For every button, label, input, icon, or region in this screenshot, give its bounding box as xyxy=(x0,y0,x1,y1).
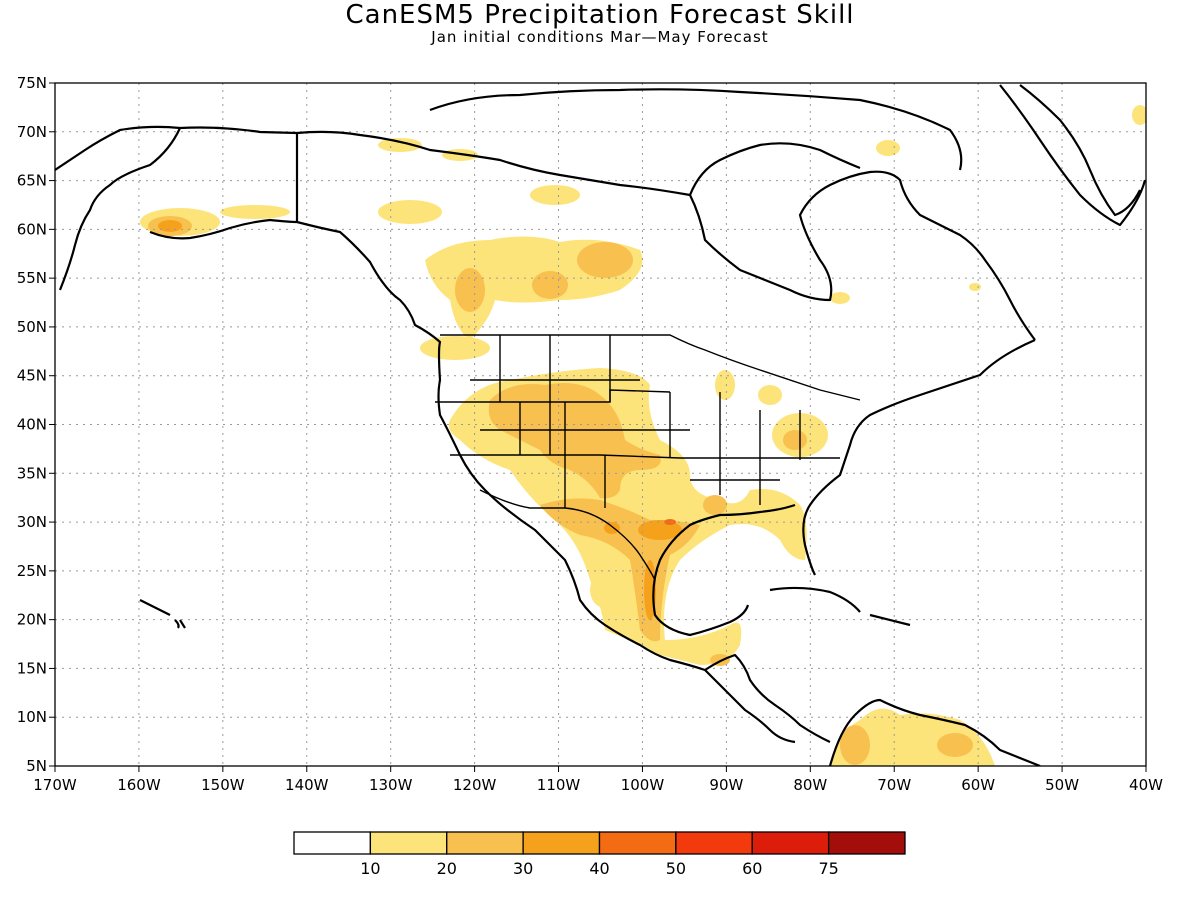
colorbar-swatch xyxy=(598,831,677,855)
lon-label: 110W xyxy=(537,776,581,794)
colorbar xyxy=(293,831,906,855)
map-subtitle: Jan initial conditions Mar—May Forecast xyxy=(431,28,769,46)
longitude-labels: 170W 160W 150W 140W 130W 120W 110W 100W 90W 80W 70… xyxy=(33,776,1163,794)
lat-label: 35N xyxy=(17,464,47,482)
plot-frame xyxy=(54,82,1147,767)
lat-label: 50N xyxy=(17,318,47,336)
lat-lon-grid xyxy=(49,82,1147,772)
lon-label: 70W xyxy=(877,776,911,794)
colorbar-label: 20 xyxy=(437,859,457,878)
lat-label: 20N xyxy=(17,611,47,629)
lat-label: 45N xyxy=(17,367,47,385)
skill-level-10-20 xyxy=(140,105,1146,766)
lat-label: 5N xyxy=(26,757,47,775)
lat-label: 30N xyxy=(17,513,47,531)
colorbar-swatch xyxy=(446,831,524,855)
skill-shading xyxy=(140,105,1146,766)
lon-label: 40W xyxy=(1129,776,1163,794)
lon-label: 80W xyxy=(793,776,827,794)
colorbar-label: 10 xyxy=(360,859,380,878)
colorbar-label: 50 xyxy=(666,859,686,878)
colorbar-swatch xyxy=(827,831,906,855)
lon-label: 90W xyxy=(709,776,743,794)
lon-label: 170W xyxy=(33,776,77,794)
lon-label: 120W xyxy=(453,776,497,794)
latitude-labels: 75N 70N 65N 60N 55N 50N 45N 40N 35N 30N 25N 20N 15N 1… xyxy=(17,74,47,775)
lat-label: 70N xyxy=(17,123,47,141)
lat-label: 75N xyxy=(17,74,47,92)
skill-level-40-50 xyxy=(664,519,676,525)
map-title: CanESM5 Precipitation Forecast Skill xyxy=(345,0,855,30)
colorbar-label: 75 xyxy=(818,859,838,878)
colorbar-label: 30 xyxy=(513,859,533,878)
lat-label: 25N xyxy=(17,562,47,580)
political-boundaries xyxy=(435,334,861,581)
colorbar-label: 40 xyxy=(589,859,609,878)
lat-label: 15N xyxy=(17,659,47,677)
lon-label: 60W xyxy=(961,776,995,794)
colorbar-swatch xyxy=(751,831,830,855)
lon-label: 50W xyxy=(1045,776,1079,794)
lat-label: 40N xyxy=(17,416,47,434)
colorbar-swatch xyxy=(675,831,753,855)
colorbar-label: 60 xyxy=(742,859,762,878)
lat-label: 65N xyxy=(17,172,47,190)
colorbar-swatch xyxy=(522,831,601,855)
lat-label: 55N xyxy=(17,269,47,287)
lon-label: 150W xyxy=(201,776,245,794)
lon-label: 140W xyxy=(285,776,329,794)
lat-label: 60N xyxy=(17,220,47,238)
coastlines xyxy=(55,84,1146,766)
lon-label: 160W xyxy=(117,776,161,794)
lon-label: 100W xyxy=(621,776,665,794)
colorbar-swatch xyxy=(369,831,448,855)
colorbar-swatch xyxy=(293,831,372,855)
lon-label: 130W xyxy=(369,776,413,794)
lat-label: 10N xyxy=(17,708,47,726)
colorbar-labels: 10 20 30 40 50 60 75 xyxy=(360,859,839,878)
